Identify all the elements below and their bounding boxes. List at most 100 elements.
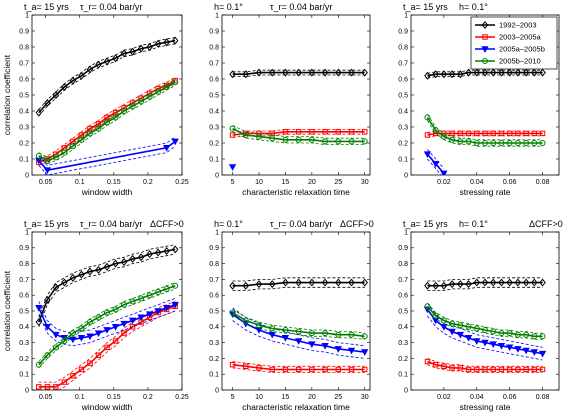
data-point-triangle-down bbox=[423, 151, 432, 159]
data-point-diamond bbox=[481, 278, 489, 287]
legend-marker-triangle-down bbox=[481, 46, 489, 53]
y-axis-label: correlation coefficient bbox=[2, 54, 12, 135]
legend-label: 1992–2003 bbox=[499, 21, 537, 30]
y-tick-label: 0 bbox=[215, 172, 219, 179]
data-point-triangle-down bbox=[77, 335, 86, 342]
data-point-diamond bbox=[61, 83, 68, 91]
data-point-square bbox=[53, 151, 59, 157]
y-tick-label: 0.1 bbox=[398, 156, 408, 163]
y-tick-label: 0.3 bbox=[398, 124, 408, 131]
data-point-circle bbox=[498, 330, 505, 337]
data-point-triangle-down bbox=[308, 341, 316, 349]
data-point-circle bbox=[61, 149, 68, 156]
series-confidence-band bbox=[232, 307, 365, 347]
series-line-square bbox=[38, 79, 176, 163]
y-tick-label: 0.7 bbox=[19, 277, 29, 284]
data-point-triangle-down bbox=[171, 138, 179, 146]
data-point-triangle-down bbox=[497, 342, 506, 350]
chart-panel-6: 0 0.1 0.2 0.3 0.4 0.5 0.6 0.7 0.8 0.9 1 0.02 0.04 0.0… bbox=[398, 219, 563, 412]
data-point-triangle-down bbox=[94, 330, 103, 337]
data-point-diamond bbox=[242, 70, 250, 79]
series-confidence-band bbox=[427, 364, 543, 373]
data-point-diamond bbox=[432, 281, 439, 290]
series-line-square bbox=[232, 131, 365, 136]
data-point-square bbox=[53, 384, 59, 390]
x-tick-label: 0.04 bbox=[470, 394, 484, 401]
data-point-diamond bbox=[498, 68, 505, 77]
data-point-circle bbox=[457, 322, 464, 329]
data-point-triangle-down bbox=[514, 346, 522, 353]
y-tick-label: 0.9 bbox=[209, 245, 219, 252]
data-point-diamond bbox=[361, 278, 368, 287]
data-point-diamond bbox=[120, 49, 128, 58]
data-point-circle bbox=[482, 140, 488, 146]
data-point-diamond bbox=[308, 68, 316, 77]
data-point-circle bbox=[35, 361, 42, 368]
y-tick-label: 0 bbox=[25, 172, 29, 179]
data-point-triangle-down bbox=[162, 305, 171, 312]
data-point-circle bbox=[361, 138, 368, 145]
x-tick-label: 30 bbox=[361, 394, 369, 401]
x-tick-label: 0.15 bbox=[107, 394, 121, 401]
data-point-diamond bbox=[255, 68, 263, 77]
data-point-circle bbox=[35, 152, 42, 159]
data-point-square bbox=[335, 129, 341, 135]
data-point-circle bbox=[256, 322, 262, 329]
x-tick-label: 0.08 bbox=[536, 394, 550, 401]
data-point-circle bbox=[348, 138, 355, 145]
x-axis-label: characteristic relaxation time bbox=[242, 402, 350, 412]
y-tick-label: 0.7 bbox=[398, 60, 408, 67]
series-confidence-band bbox=[38, 85, 176, 165]
data-point-square bbox=[243, 363, 249, 370]
data-point-triangle-down bbox=[294, 338, 303, 345]
data-point-diamond bbox=[361, 68, 368, 77]
panel-title-part: ΔCFF>0 bbox=[150, 219, 184, 229]
data-point-diamond bbox=[146, 43, 153, 51]
data-point-square bbox=[78, 366, 85, 373]
data-point-square bbox=[465, 366, 472, 373]
data-point-circle bbox=[295, 136, 302, 143]
data-point-square bbox=[474, 130, 480, 137]
data-point-circle bbox=[361, 333, 368, 340]
series-line-square bbox=[232, 363, 365, 371]
y-tick-label: 0.4 bbox=[398, 108, 408, 115]
data-point-circle bbox=[531, 140, 538, 146]
data-point-circle bbox=[146, 292, 153, 299]
panel-title-part: t_a= 15 yrs bbox=[24, 219, 69, 229]
data-point-square bbox=[348, 129, 355, 135]
data-point-triangle-down bbox=[103, 327, 111, 334]
data-point-square bbox=[498, 366, 505, 373]
data-point-circle bbox=[78, 136, 85, 143]
x-tick-label: 10 bbox=[255, 394, 263, 401]
data-point-diamond bbox=[86, 65, 94, 74]
panel-title-part: t_a= 15 yrs bbox=[24, 2, 69, 12]
y-tick-label: 0.3 bbox=[398, 340, 408, 347]
plot-area bbox=[410, 231, 560, 391]
x-tick-label: 10 bbox=[255, 179, 263, 186]
data-point-diamond bbox=[457, 280, 464, 289]
series-confidence-band bbox=[427, 309, 543, 340]
data-point-diamond bbox=[498, 278, 505, 287]
data-point-diamond bbox=[489, 278, 497, 287]
x-tick-label: 25 bbox=[334, 394, 342, 401]
data-point-triangle-down bbox=[505, 344, 514, 352]
x-tick-label: 20 bbox=[308, 179, 316, 186]
x-tick-label: 0.1 bbox=[75, 179, 85, 186]
panel-title-part: τ_r= 0.04 bar/yr bbox=[270, 219, 332, 229]
data-point-diamond bbox=[268, 68, 276, 77]
series-confidence-band bbox=[57, 310, 176, 390]
series-confidence-band bbox=[232, 286, 365, 291]
data-point-circle bbox=[457, 138, 464, 145]
panel-title-part: τ_r= 0.04 bar/yr bbox=[270, 2, 332, 12]
y-tick-label: 0.6 bbox=[398, 76, 408, 83]
y-tick-label: 0.5 bbox=[209, 308, 219, 315]
data-point-diamond bbox=[112, 54, 119, 63]
panel-title-part: t_a= 15 yrs bbox=[403, 219, 448, 229]
data-point-square bbox=[539, 130, 546, 137]
data-point-circle bbox=[348, 331, 355, 338]
data-point-diamond bbox=[69, 273, 77, 282]
series-confidence-band bbox=[427, 120, 543, 147]
data-point-circle bbox=[121, 301, 128, 308]
y-tick-label: 0.9 bbox=[209, 28, 219, 35]
data-point-diamond bbox=[137, 253, 145, 262]
